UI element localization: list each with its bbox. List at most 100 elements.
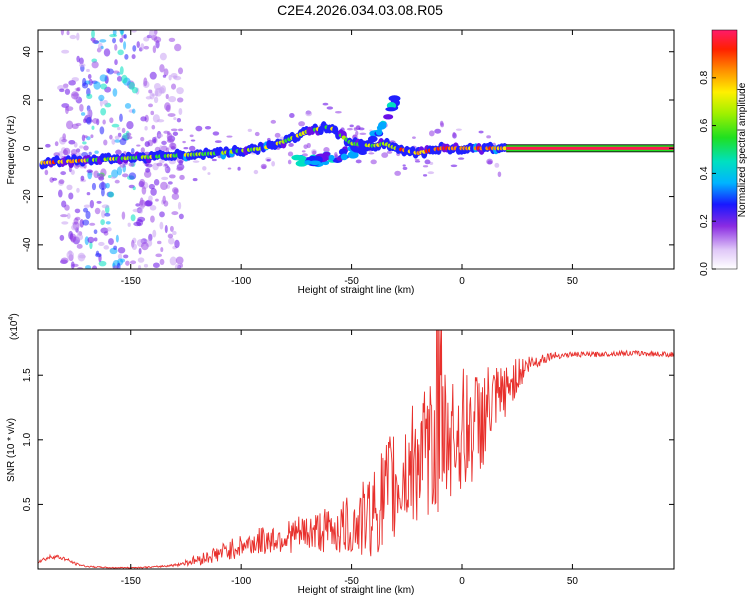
- spectrogram-noise-cell: [89, 241, 93, 250]
- spectrogram-noise-cell: [144, 200, 153, 207]
- spectrogram-noise-cell: [288, 143, 294, 147]
- spectrogram-noise-cell: [127, 222, 131, 227]
- spectrogram-noise-cell: [133, 221, 142, 227]
- spectrogram-noise-cell: [117, 253, 123, 260]
- spectrogram-noise-cell: [83, 135, 88, 139]
- snr-xlabel: Height of straight line (km): [298, 585, 415, 596]
- spectrogram-noise-cell: [70, 148, 78, 155]
- spectrogram-noise-cell: [305, 110, 313, 117]
- spectrogram-noise-cell: [428, 130, 435, 137]
- spectrogram-noise-cell: [167, 233, 174, 239]
- spectrogram-noise-cell: [70, 91, 79, 100]
- spectrogram-branch-cell: [328, 154, 335, 161]
- colorbar-tick-label: 0.8: [699, 70, 710, 84]
- spectrogram-noise-cell: [98, 241, 105, 246]
- spectrogram-noise-cell: [102, 100, 108, 106]
- spectrogram-noise-cell: [148, 103, 153, 108]
- spectrogram-noise-cell: [152, 229, 157, 238]
- spectrogram-noise-cell: [125, 260, 130, 266]
- spectrogram-noise-cell: [115, 149, 122, 155]
- spectrogram-noise-cell: [152, 114, 160, 123]
- spectrogram-noise-cell: [99, 126, 105, 135]
- spectrogram-noise-cell: [117, 49, 124, 56]
- spectrogram-noise-cell: [159, 221, 164, 230]
- spectrogram-noise-cell: [202, 166, 207, 171]
- spectrogram-noise-cell: [61, 221, 69, 225]
- spectrogram-noise-cell: [112, 37, 117, 44]
- spectrogram-noise-cell: [478, 130, 484, 134]
- spectrogram-noise-cell: [140, 242, 149, 251]
- spectrogram-noise-cell: [334, 151, 338, 158]
- spectrogram-noise-cell: [62, 149, 68, 156]
- spectrogram-noise-cell: [101, 188, 105, 197]
- snr-ytick-label: 1.5: [22, 368, 33, 382]
- spectrogram-noise-cell: [370, 159, 377, 165]
- spectrogram-branch-cell: [295, 155, 307, 161]
- spectrogram-noise-cell: [253, 169, 259, 175]
- spectrogram-noise-cell: [109, 117, 114, 124]
- spectrogram-frame: [37, 29, 675, 270]
- spectrogram-noise-cell: [168, 37, 176, 42]
- spectrogram-noise-cell: [90, 134, 94, 139]
- spectrogram-noise-cell: [73, 142, 78, 148]
- spectrogram-noise-cell: [211, 158, 217, 162]
- spectrogram-noise-cell: [174, 264, 180, 269]
- spectrogram-noise-cell: [52, 177, 58, 181]
- spectrogram-noise-cell: [79, 104, 84, 112]
- colorbar-tick-label: 0.6: [699, 118, 710, 132]
- spectrogram-noise-cell: [452, 132, 456, 138]
- spectrogram-noise-cell: [355, 159, 362, 164]
- spectrogram-noise-cell: [301, 150, 306, 153]
- spectrogram-noise-cell: [182, 140, 186, 144]
- spectrogram-noise-cell: [79, 145, 84, 149]
- spectrogram-noise-cell: [86, 68, 90, 73]
- spectrogram-noise-cell: [111, 138, 116, 145]
- spectrogram-ytick-label: 40: [22, 46, 33, 58]
- spectrogram-noise-cell: [189, 134, 194, 138]
- spectrogram-noise-cell: [103, 48, 111, 57]
- spectrogram-noise-cell: [179, 174, 185, 180]
- spectrogram-noise-cell: [159, 52, 167, 61]
- spectrogram-noise-cell: [457, 157, 465, 160]
- spectrogram-noise-cell: [114, 139, 121, 143]
- spectrogram-noise-cell: [132, 45, 137, 52]
- spectrogram-xtick-label: -150: [121, 276, 141, 287]
- spectrogram-noise-cell: [115, 234, 119, 243]
- spectrogram-noise-cell: [157, 133, 164, 138]
- spectrogram-noise-cell: [91, 265, 98, 269]
- spectrogram-noise-cell: [121, 211, 126, 220]
- spectrogram-noise-cell: [402, 164, 406, 167]
- spectrogram-noise-cell: [98, 94, 105, 102]
- spectrogram-noise-cell: [128, 162, 135, 167]
- spectrogram-steady-core: [506, 146, 674, 150]
- spectrogram-noise-cell: [149, 205, 157, 211]
- spectrogram-noise-cell: [386, 150, 393, 154]
- spectrogram-noise-cell: [346, 127, 353, 131]
- spectrogram-noise-cell: [131, 243, 137, 250]
- spectrogram-noise-cell: [68, 80, 76, 86]
- spectrogram-noise-cell: [176, 117, 182, 123]
- spectrogram-noise-cell: [95, 252, 102, 258]
- spectrogram-noise-cell: [172, 230, 177, 236]
- spectrogram-noise-cell: [355, 130, 359, 136]
- spectrogram-noise-cell: [381, 152, 389, 158]
- spectrogram-noise-cell: [141, 186, 147, 195]
- spectrogram-noise-cell: [139, 178, 146, 187]
- spectrogram-noise-cell: [162, 195, 166, 204]
- spectrogram-noise-cell: [143, 263, 149, 268]
- spectrogram-noise-cell: [121, 173, 129, 178]
- spectrogram-ytick-label: 20: [22, 94, 33, 106]
- spectrogram-noise-cell: [123, 254, 129, 259]
- spectrogram-noise-cell: [170, 128, 178, 132]
- colorbar: 0.0 0.2 0.4 0.6 0.8 Normalized spectral ampl…: [699, 29, 748, 276]
- colorbar-tick-label: 0.0: [699, 262, 710, 276]
- spectrogram-xlabel: Height of straight line (km): [298, 285, 415, 296]
- spectrogram-noise-cell: [414, 158, 420, 161]
- spectrogram-noise-cell: [140, 136, 145, 142]
- spectrogram-noise-cell: [114, 135, 120, 140]
- spectrogram-branch-cell: [322, 151, 331, 157]
- spectrogram-branch-cell: [304, 160, 312, 165]
- spectrogram-noise-cell: [138, 247, 142, 255]
- colorbar-tick-label: 0.4: [699, 166, 710, 180]
